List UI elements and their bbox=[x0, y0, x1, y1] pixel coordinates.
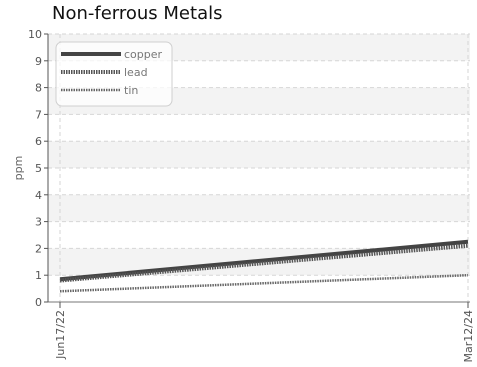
y-tick-label: 4 bbox=[35, 189, 42, 202]
x-tick-label: Mar12/24 bbox=[462, 310, 475, 362]
series-line-tin bbox=[59, 273, 469, 293]
legend-label-lead: lead bbox=[124, 66, 148, 79]
y-axis-label: ppm bbox=[12, 156, 25, 181]
y-tick-label: 5 bbox=[35, 162, 42, 175]
y-tick-label: 9 bbox=[35, 55, 42, 68]
y-tick-label: 1 bbox=[35, 269, 42, 282]
y-tick-label: 6 bbox=[35, 135, 42, 148]
y-tick-label: 8 bbox=[35, 82, 42, 95]
y-tick-label: 0 bbox=[35, 296, 42, 309]
x-tick-label: Jun17/22 bbox=[54, 310, 67, 360]
y-axis-ticks: 0 1 2 3 4 5 6 7 8 9 10 bbox=[28, 28, 48, 309]
legend-label-tin: tin bbox=[124, 84, 138, 97]
y-tick-label: 10 bbox=[28, 28, 42, 41]
legend-label-copper: copper bbox=[124, 48, 163, 61]
y-tick-label: 3 bbox=[35, 216, 42, 229]
series-layer bbox=[59, 239, 469, 293]
chart-title: Non-ferrous Metals bbox=[52, 3, 222, 24]
x-axis-ticks: Jun17/22 Mar12/24 bbox=[54, 302, 475, 362]
y-tick-label: 2 bbox=[35, 242, 42, 255]
series-line-lead bbox=[59, 243, 469, 283]
legend: copper lead tin bbox=[55, 41, 173, 107]
plot-band bbox=[48, 141, 470, 168]
plot-band bbox=[48, 194, 470, 222]
y-tick-label: 7 bbox=[35, 108, 42, 121]
